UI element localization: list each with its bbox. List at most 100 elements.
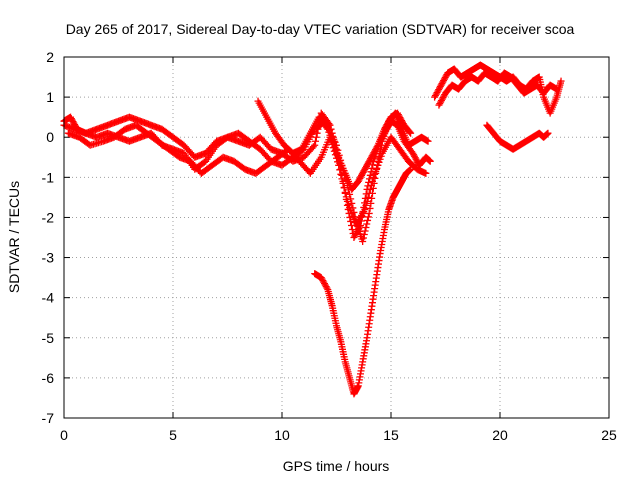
data-point-interp — [437, 97, 445, 105]
data-point-interp — [363, 161, 371, 169]
data-point — [365, 209, 373, 217]
data-point-interp — [368, 194, 376, 202]
data-point-interp — [346, 203, 354, 211]
data-point-interp — [440, 77, 448, 85]
x-tick-label: 10 — [274, 427, 290, 443]
x-tick-label: 0 — [60, 427, 68, 443]
data-point-interp — [360, 167, 368, 175]
data-point-interp — [410, 152, 418, 160]
data-point-interp — [367, 199, 375, 207]
data-point — [431, 93, 439, 101]
data-point-interp — [340, 184, 348, 192]
data-point — [350, 234, 358, 241]
data-point-interp — [322, 283, 330, 291]
data-point-interp — [361, 227, 369, 235]
data-point-interp — [384, 119, 392, 127]
data-point — [370, 173, 378, 181]
data-point-interp — [358, 171, 366, 179]
data-point-interp — [436, 83, 444, 91]
data-point — [435, 101, 443, 109]
y-tick-label: -3 — [42, 250, 55, 266]
data-point-interp — [442, 72, 450, 80]
data-point-interp — [339, 179, 347, 187]
data-point-interp — [372, 144, 380, 152]
series-4 — [254, 97, 415, 193]
data-point-interp — [347, 206, 355, 214]
data-point-interp — [366, 185, 374, 193]
data-point-interp — [398, 117, 406, 125]
data-point-interp — [397, 115, 405, 123]
data-point — [317, 274, 325, 282]
data-point — [557, 77, 565, 85]
data-point-interp — [356, 174, 364, 182]
data-point-interp — [362, 164, 370, 172]
y-tick-labels: -7 -6 -5 -4 -3 -2 -1 0 1 2 — [42, 49, 55, 426]
data-point-interp — [364, 216, 372, 224]
data-point-interp — [438, 95, 446, 103]
data-point — [424, 137, 432, 145]
data-point-interp — [323, 284, 331, 292]
data-point — [354, 177, 362, 185]
series-7 — [435, 69, 561, 109]
axis-ticks — [63, 56, 610, 419]
y-tick-label: -4 — [42, 290, 55, 306]
y-tick-label: -6 — [42, 370, 55, 386]
data-point-interp — [381, 124, 389, 132]
data-point-interp — [364, 213, 372, 221]
data-point-interp — [325, 128, 333, 136]
data-point-interp — [374, 161, 382, 169]
data-point-interp — [376, 155, 384, 163]
data-point-interp — [351, 232, 359, 240]
y-tick-label: -1 — [42, 169, 55, 185]
data-point-interp — [344, 200, 352, 208]
data-point-interp — [437, 98, 445, 106]
data-point — [359, 238, 367, 246]
data-point-interp — [395, 112, 403, 120]
data-point-interp — [382, 122, 390, 130]
data-point — [409, 149, 417, 157]
data-point-interp — [373, 143, 381, 151]
data-point-interp — [360, 230, 368, 238]
data-point — [67, 113, 75, 121]
data-point-interp — [365, 158, 373, 166]
data-point-interp — [406, 128, 414, 136]
data-point — [361, 205, 369, 213]
data-point-interp — [68, 116, 76, 124]
data-point-interp — [394, 111, 402, 119]
data-point-interp — [372, 167, 380, 175]
x-axis-label: GPS time / hours — [283, 458, 390, 474]
series-8 — [483, 121, 552, 153]
data-point-interp — [352, 229, 360, 237]
data-point-interp — [411, 154, 419, 162]
data-point — [553, 85, 561, 93]
y-axis-label: SDTVAR / TECUs — [6, 181, 22, 293]
series-1 — [60, 109, 434, 241]
data-point — [544, 129, 552, 137]
data-point — [324, 125, 332, 133]
plot-frame — [63, 56, 610, 419]
data-point-interp — [366, 204, 374, 212]
data-point-interp — [370, 149, 378, 157]
data-point-interp — [309, 143, 317, 151]
data-point-interp — [396, 114, 404, 122]
y-tick-label: 1 — [46, 89, 54, 105]
data-point-interp — [412, 155, 420, 163]
data-point-interp — [364, 159, 372, 167]
data-point-interp — [363, 197, 371, 205]
data-point-interp — [359, 168, 367, 176]
data-point-interp — [434, 87, 442, 95]
x-tick-label: 20 — [492, 427, 508, 443]
data-point-interp — [342, 193, 350, 201]
data-point-interp — [385, 116, 393, 124]
data-point — [422, 169, 430, 177]
data-point-interp — [364, 193, 372, 201]
data-point-interp — [438, 80, 446, 88]
data-points — [60, 61, 565, 398]
data-point — [311, 141, 319, 149]
data-point — [367, 153, 375, 161]
data-point-interp — [377, 152, 385, 160]
data-point-interp — [433, 89, 441, 97]
data-point-interp — [435, 86, 443, 94]
x-tick-label: 15 — [383, 427, 399, 443]
data-point-interp — [321, 281, 329, 289]
